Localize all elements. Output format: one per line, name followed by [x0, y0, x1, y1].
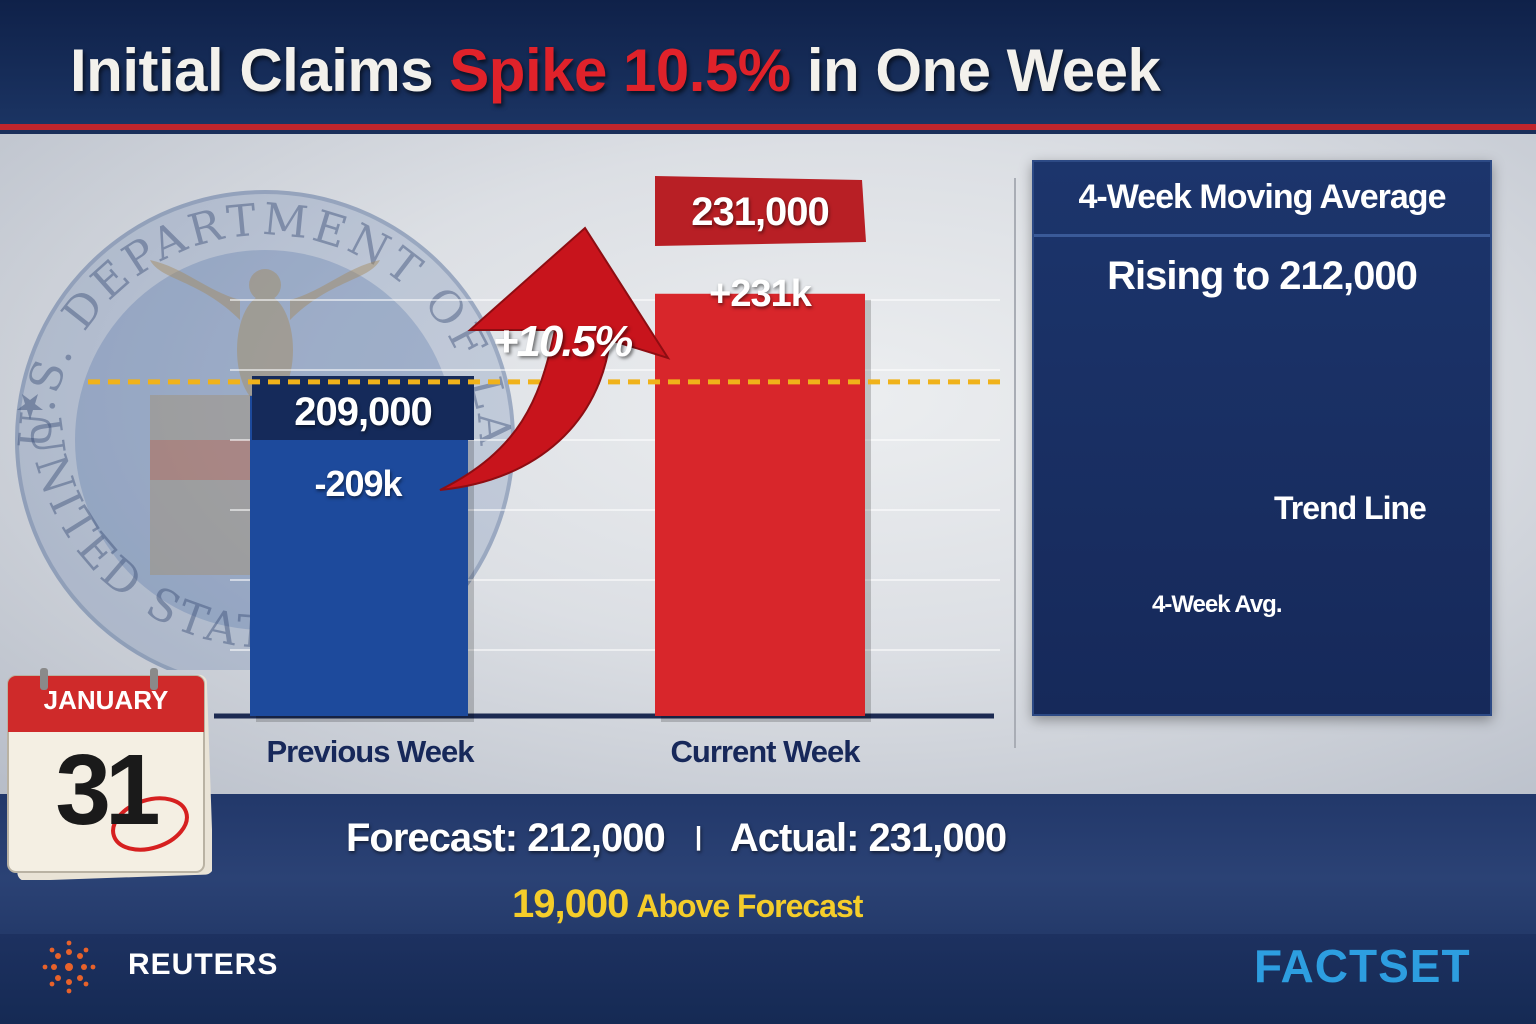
- calendar-icon: [7, 668, 212, 880]
- actual-label: Actual:: [729, 816, 860, 860]
- title-suffix: in One Week: [790, 37, 1161, 104]
- panel-title-rule: [1034, 234, 1490, 237]
- header-navy-rule: [0, 130, 1536, 134]
- previous-week-label-tab: [252, 376, 474, 440]
- footer-bar: [0, 934, 1536, 1024]
- forecast-actual-line: Forecast: 212,000 | Actual: 231,000: [346, 808, 1008, 864]
- bar-chart-bars: [250, 176, 871, 722]
- previous-week-change-label: -209k: [314, 463, 402, 504]
- reuters-logo-icon: [42, 940, 96, 994]
- summary-band: [0, 794, 1536, 934]
- four-week-avg-label: 4-Week Avg.: [1152, 591, 1282, 618]
- category-label-current-week: Current Week: [670, 734, 861, 769]
- forecast-difference-line: 19,000 Above Forecast: [512, 878, 863, 930]
- page-title: Initial Claims Spike 10.5% in One Week: [70, 26, 1161, 116]
- percent-change-label: +10.5%: [492, 317, 633, 366]
- increase-arrow-icon: [439, 226, 671, 491]
- category-label-previous-week: Previous Week: [266, 734, 475, 769]
- forecast-value: 212,000: [527, 816, 666, 860]
- header-red-rule: [0, 124, 1536, 130]
- bar-previous-week: [250, 395, 468, 716]
- current-week-change-label: +231k: [709, 273, 812, 315]
- header-bar: [0, 0, 1536, 126]
- title-prefix: Initial Claims: [70, 37, 450, 104]
- forecast-actual-separator: |: [694, 821, 702, 851]
- trend-line-label: Trend Line: [1274, 490, 1427, 526]
- panel-divider: [1014, 178, 1016, 748]
- calendar-day: 31: [55, 734, 160, 846]
- reuters-brand: REUTERS: [128, 948, 279, 981]
- current-week-value-label: 231,000: [691, 190, 830, 234]
- difference-text: Above Forecast: [636, 888, 863, 924]
- previous-week-value-label: 209,000: [294, 390, 433, 434]
- forecast-label: Forecast:: [346, 816, 518, 860]
- moving-average-subtitle: Rising to 212,000: [1107, 254, 1418, 298]
- increase-arrow-layer: [439, 226, 671, 491]
- moving-average-panel: [1032, 160, 1492, 716]
- factset-brand: FACTSET: [1254, 940, 1471, 992]
- title-highlight: Spike 10.5%: [449, 37, 791, 104]
- current-week-label-tab: [655, 176, 866, 246]
- moving-average-title: 4-Week Moving Average: [1078, 178, 1447, 216]
- bar-current-week: [655, 293, 865, 716]
- difference-value: 19,000: [512, 882, 629, 926]
- calendar-month: JANUARY: [43, 685, 169, 715]
- actual-value: 231,000: [868, 816, 1008, 860]
